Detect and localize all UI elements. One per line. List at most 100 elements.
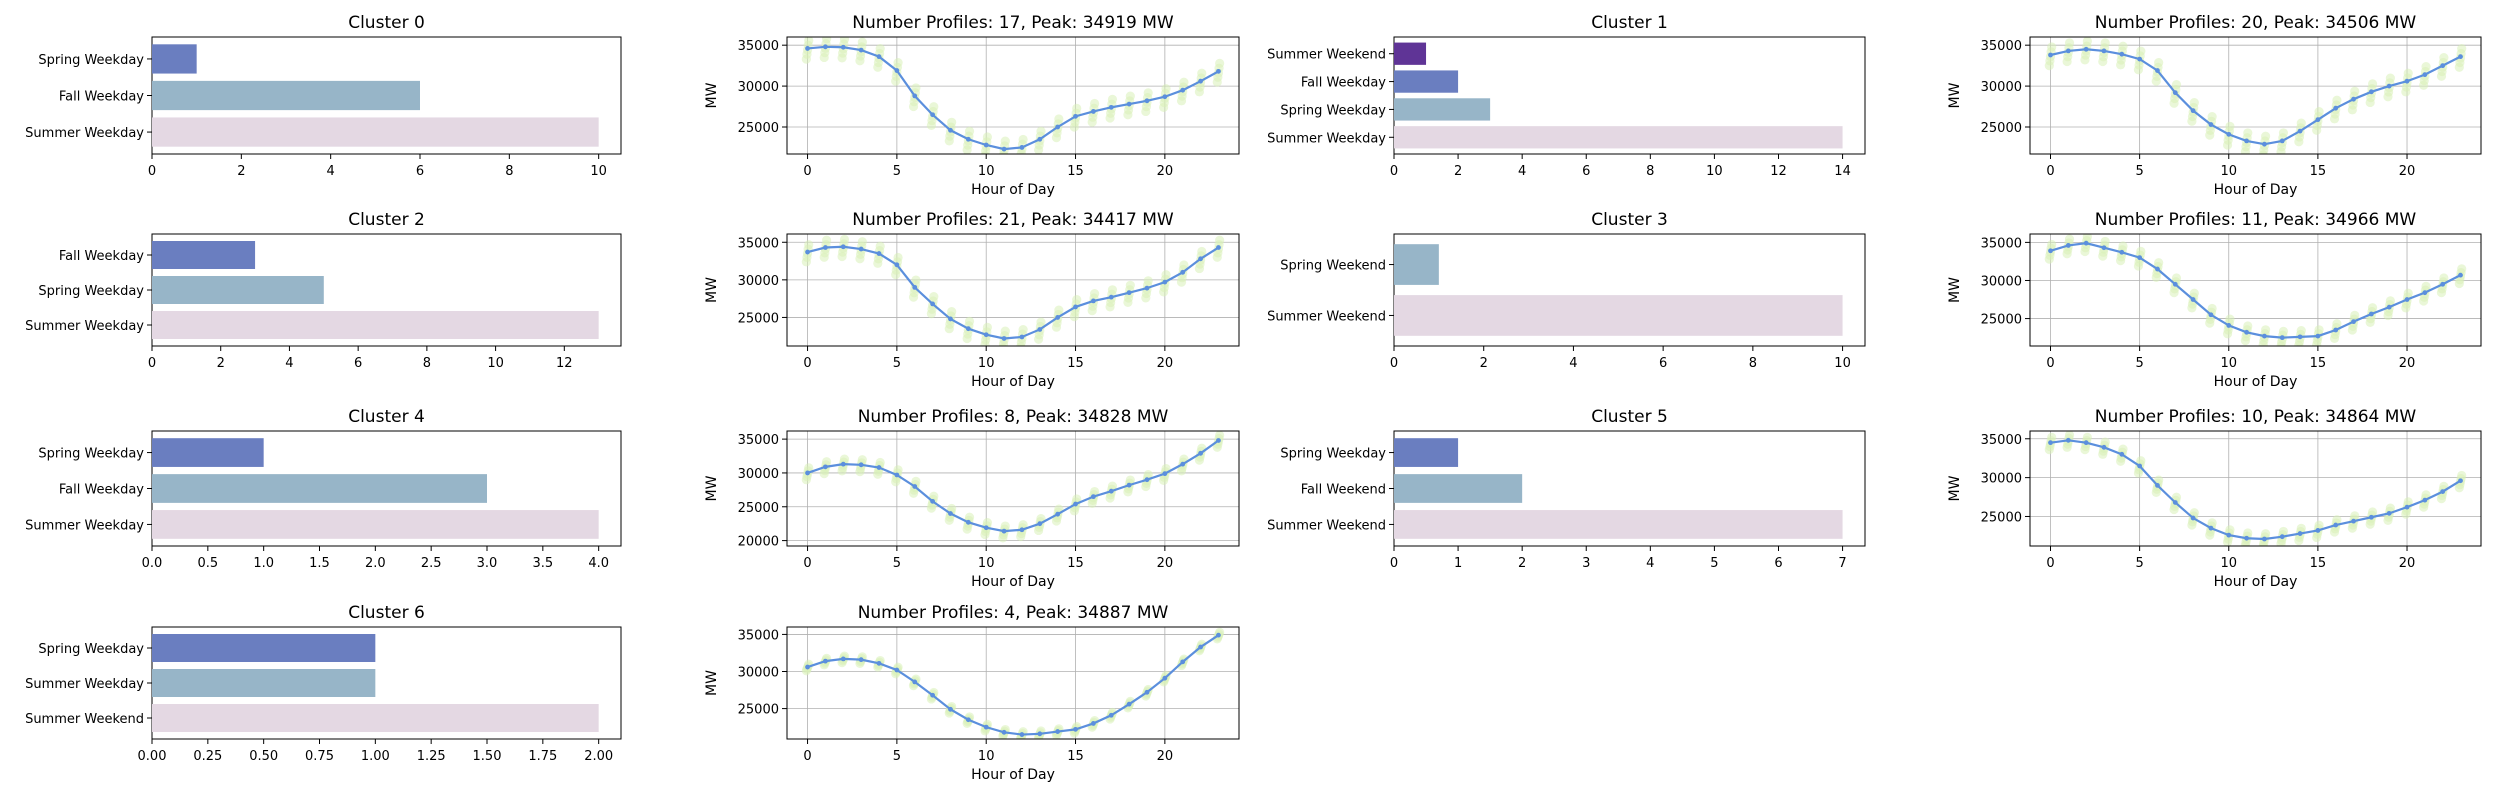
c1-line-plot-area xyxy=(2030,37,2481,154)
c5-line-profile-point-21-4 xyxy=(2421,490,2431,500)
c2-line-profile-point-19-4 xyxy=(1143,276,1153,286)
c6-bar-category-label-1: Summer Weekday xyxy=(25,677,144,692)
c3-line-profile-point-0-4 xyxy=(2047,239,2057,250)
c2-line-axes-frame xyxy=(786,233,1240,347)
c1-line-ytick-label-1: 30000 xyxy=(1981,80,2022,95)
c3-line-profile-point-12-4 xyxy=(2261,325,2271,335)
c6-line-mean-point-5 xyxy=(894,667,900,673)
c1-line-profile-point-4-4 xyxy=(2118,41,2128,51)
c1-line-xtick-label-3: 15 xyxy=(2310,164,2327,179)
c0-line-mean-point-11 xyxy=(1001,146,1007,152)
c3-line-profile-point-1-4 xyxy=(2064,234,2075,244)
c0-line-profile-point-18-4 xyxy=(1125,91,1135,101)
c6-line-mean-point-8 xyxy=(948,706,953,712)
c6-bar-bar-1 xyxy=(152,669,376,697)
c6-line-mean-point-15 xyxy=(1073,726,1078,732)
c2-line-xtick-label-2: 10 xyxy=(978,356,995,371)
c0-bar-category-label-2: Summer Weekday xyxy=(25,126,144,141)
c2-line-mean-point-18 xyxy=(1126,290,1132,296)
c3-line-mean-point-20 xyxy=(2404,297,2410,302)
c2-line-xtick-label-1: 5 xyxy=(893,356,901,371)
c0-bar-category-label-0: Spring Weekday xyxy=(38,53,144,68)
c3-bar-xtick-label-3: 6 xyxy=(1659,356,1667,371)
c1-line-mean-point-6 xyxy=(2155,68,2160,73)
c4-line-mean-point-20 xyxy=(1162,471,1168,477)
c2-line-mean-point-8 xyxy=(948,316,953,322)
c4-line-profile-point-9-4 xyxy=(964,512,975,522)
c3-line-plot-area xyxy=(2030,234,2481,346)
c5-line-profile-point-15-4 xyxy=(2314,520,2324,530)
c4-line-profile-point-4-4 xyxy=(875,457,885,468)
c1-line-xtick-label-4: 20 xyxy=(2399,164,2416,179)
c5-line-mean-point-10 xyxy=(2226,532,2232,538)
c0-line-xtick-label-4: 20 xyxy=(1157,164,1174,179)
c2-bar-title: Cluster 2 xyxy=(348,210,425,230)
c2-line-profile-point-18-4 xyxy=(1125,280,1135,290)
c5-line-profile-point-0-4 xyxy=(2047,432,2057,443)
c3-line-mean-point-12 xyxy=(2262,333,2267,339)
c6-line-mean-point-11 xyxy=(1001,729,1007,735)
c5-line-mean-point-22 xyxy=(2440,489,2446,495)
c4-line-mean-point-3 xyxy=(858,462,864,468)
c1-line-axes-frame xyxy=(2029,36,2482,155)
c6-line-mean-point-21 xyxy=(1180,659,1186,665)
c4-line-profile-point-23-4 xyxy=(1215,431,1225,440)
c2-line-xlabel: Hour of Day xyxy=(971,374,1055,390)
c0-line-mean-point-2 xyxy=(840,44,846,50)
c6-bar-title: Cluster 6 xyxy=(348,603,425,623)
c4-line-mean-point-21 xyxy=(1180,461,1186,467)
c4-line-mean-point-15 xyxy=(1073,501,1078,507)
c2-line-mean-point-15 xyxy=(1073,304,1078,310)
c1-line-profile-point-8-4 xyxy=(2189,98,2199,108)
c4-line-mean-point-7 xyxy=(930,498,936,504)
c1-line-xlabel: Hour of Day xyxy=(2214,182,2298,198)
c0-line-profile-point-4-4 xyxy=(875,44,885,54)
c2-line-ylabel: MW xyxy=(704,277,720,303)
c0-line-profile-point-5-4 xyxy=(893,57,903,68)
c1-line-mean-point-19 xyxy=(2386,83,2392,89)
c5-line-mean-point-3 xyxy=(2101,444,2107,450)
c0-line-profile-point-16-4 xyxy=(1089,98,1100,109)
c4-bar-bar-1 xyxy=(152,474,487,503)
c0-line-profile-point-15-4 xyxy=(1072,103,1082,113)
c4-bar-category-label-1: Fall Weekday xyxy=(59,483,144,498)
c3-line-profile-point-20-4 xyxy=(2403,288,2413,298)
c1-line-panel: Number Profiles: 20, Peak: 34506 MW 0 5 10 1… xyxy=(1947,13,2482,198)
c0-bar-category-label-1: Fall Weekday xyxy=(59,90,144,105)
c1-line-profile-point-9-4 xyxy=(2207,111,2217,122)
c6-line-mean-point-1 xyxy=(823,658,828,664)
c5-line-profile-point-5-4 xyxy=(2136,456,2146,466)
c6-line-ytick-label-2: 35000 xyxy=(738,628,779,643)
c1-line-ytick-label-2: 35000 xyxy=(1981,39,2022,54)
c4-line-mean-point-13 xyxy=(1037,521,1043,527)
c0-bar-xtick-label-5: 10 xyxy=(590,164,607,179)
c0-line-profile-point-2-4 xyxy=(839,37,850,44)
c2-line-mean-point-19 xyxy=(1144,285,1150,291)
c4-line-mean-point-19 xyxy=(1144,477,1150,483)
c3-line-profile-point-6-4 xyxy=(2154,258,2164,268)
c2-line-xtick-label-3: 15 xyxy=(1067,356,1084,371)
c5-line-xlabel: Hour of Day xyxy=(2214,574,2298,590)
c5-line-mean-point-13 xyxy=(2279,534,2285,540)
c3-line-xtick-label-3: 15 xyxy=(2310,356,2327,371)
c1-line-profile-point-21-4 xyxy=(2421,62,2431,72)
c1-bar-xtick-label-0: 0 xyxy=(1390,164,1398,179)
c2-line-mean-point-17 xyxy=(1108,294,1114,300)
c6-bar-category-label-2: Summer Weekend xyxy=(25,712,144,727)
c5-line-profile-point-9-4 xyxy=(2207,518,2217,528)
c4-line-mean-point-0 xyxy=(805,470,810,476)
c0-line-mean-point-19 xyxy=(1144,98,1150,104)
c3-line-mean-point-8 xyxy=(2190,297,2196,302)
c4-line-mean-point-18 xyxy=(1126,482,1132,488)
c3-line-profile-point-5-4 xyxy=(2136,246,2146,256)
c2-line-profile-point-1-4 xyxy=(822,235,832,245)
c2-line-mean-point-5 xyxy=(894,262,900,268)
c2-line-profile-point-8-4 xyxy=(947,307,957,317)
c0-line-profile-point-12-4 xyxy=(1018,134,1028,145)
c3-line-profile-point-23-4 xyxy=(2457,264,2467,274)
c2-line-profile-point-0-4 xyxy=(804,240,814,250)
c4-line-mean-point-17 xyxy=(1108,488,1114,494)
c6-line-mean-point-0 xyxy=(805,664,810,670)
c6-line-mean-point-18 xyxy=(1126,701,1132,707)
c2-line-profile-point-3-4 xyxy=(857,237,867,247)
